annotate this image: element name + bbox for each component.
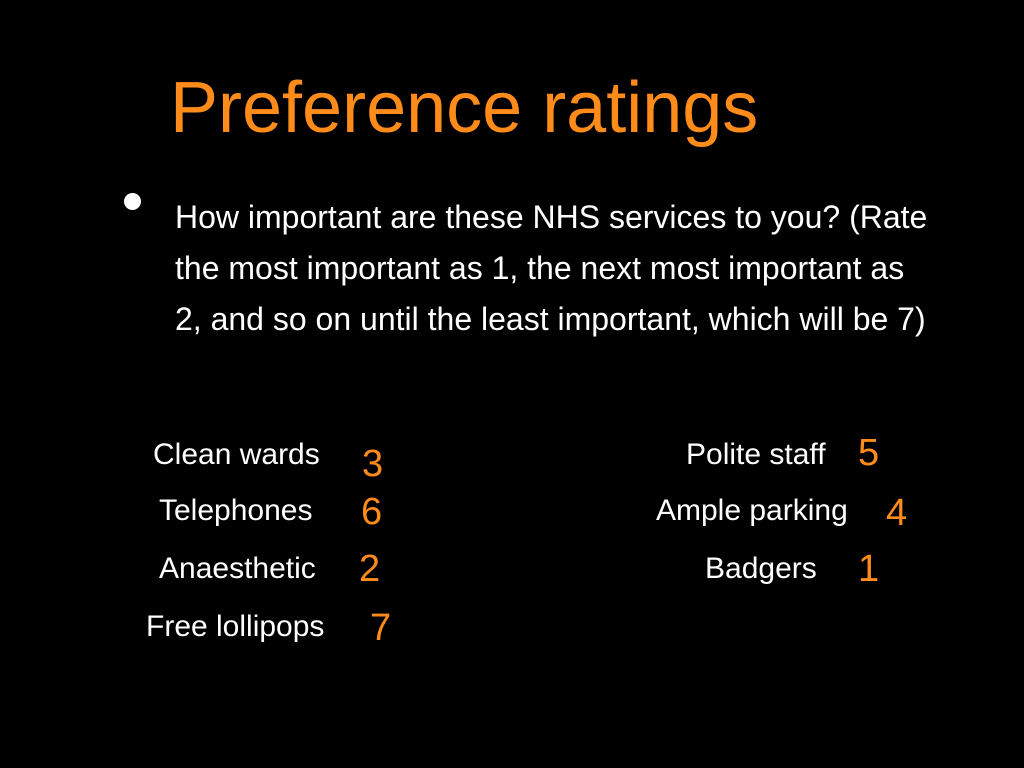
rating-value-ample-parking: 4 — [886, 492, 908, 534]
rating-label-anaesthetic: Anaesthetic — [159, 552, 316, 585]
rating-label-free-lollipops: Free lollipops — [146, 610, 325, 643]
rating-label-clean-wards: Clean wards — [153, 438, 320, 471]
rating-value-free-lollipops: 7 — [370, 607, 392, 649]
rating-value-anaesthetic: 2 — [359, 548, 381, 590]
rating-label-telephones: Telephones — [159, 494, 313, 527]
slide-title: Preference ratings — [170, 68, 759, 148]
rating-value-polite-staff: 5 — [858, 432, 880, 474]
rating-value-telephones: 6 — [361, 491, 383, 533]
bullet-dot-icon — [124, 193, 141, 210]
question-prompt: How important are these NHS services to … — [175, 199, 928, 337]
rating-label-badgers: Badgers — [705, 552, 817, 585]
rating-value-badgers: 1 — [858, 548, 880, 590]
rating-label-polite-staff: Polite staff — [686, 438, 826, 471]
rating-value-clean-wards: 3 — [362, 443, 384, 485]
rating-label-ample-parking: Ample parking — [656, 494, 848, 527]
